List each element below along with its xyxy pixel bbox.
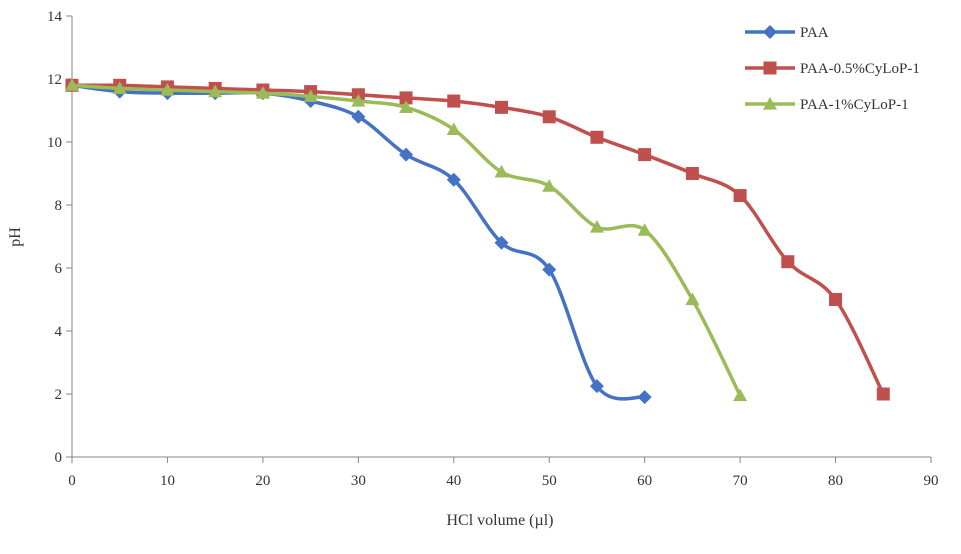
y-tick-label: 4 [55,324,63,340]
data-point [65,78,79,91]
data-point [351,94,366,107]
data-point [637,223,652,236]
y-tick-label: 0 [55,450,63,466]
data-point [733,388,748,402]
x-tick-label: 30 [351,473,366,489]
x-tick-label: 10 [160,473,175,489]
data-point [542,179,557,192]
legend-label: PAA-0.5%CyLoP-1 [800,61,920,77]
series-paa [65,78,652,405]
data-point [351,109,366,124]
legend-entry-paa-0-5-cylop-1: PAA-0.5%CyLoP-1 [745,61,920,77]
series-paa-1-cylop-1 [65,78,748,402]
data-point [685,167,699,180]
legend-marker [763,61,777,75]
axes: 0 2 4 6 8 10 12 14 0 10 20 30 40 50 60 70 80 90 [47,9,939,489]
x-tick-label: 80 [828,473,843,489]
legend-label: PAA-1%CyLoP-1 [800,97,909,113]
x-tick-label: 60 [637,473,652,489]
data-point [638,148,652,162]
series-line [70,83,886,396]
x-tick-label: 90 [924,473,939,489]
legend-entry-paa-1-cylop-1: PAA-1%CyLoP-1 [745,97,909,113]
y-tick-label: 6 [55,261,63,277]
data-point [112,81,127,95]
data-point [637,390,652,405]
x-tick-label: 70 [733,473,748,489]
data-point [876,387,890,401]
data-point [589,379,604,394]
data-point [542,110,556,124]
data-point [494,235,509,250]
data-point [589,220,604,233]
data-point [495,100,508,114]
series-line [70,83,647,401]
data-point [542,262,557,277]
data-point [255,86,270,99]
y-tick-label: 2 [55,387,63,403]
data-point [590,130,604,144]
data-point [303,89,318,102]
legend-marker [763,25,777,39]
x-tick-label: 0 [68,473,76,489]
data-point [494,164,509,178]
data-point [446,172,461,187]
legend: PAA PAA-0.5%CyLoP-1 PAA-1%CyLoP-1 [745,25,920,113]
legend-label: PAA [800,25,829,41]
series-layer [65,78,890,405]
series-paa-0-5-cylop-1 [65,78,890,401]
y-tick-label: 12 [47,72,62,88]
data-point [781,255,795,269]
x-axis-title: HCl volume (µl) [447,512,554,529]
data-point [399,100,414,113]
legend-entry-paa: PAA [745,25,829,41]
y-axis-title: pH [7,227,24,247]
data-point [208,84,223,98]
x-tick-label: 40 [446,473,461,489]
x-tick-label: 50 [542,473,557,489]
data-point [829,293,843,306]
series-line [70,83,742,398]
y-tick-label: 10 [47,135,62,151]
data-point [399,91,413,105]
data-point [685,292,700,306]
y-tick-label: 14 [47,9,63,25]
x-tick-label: 20 [255,473,270,489]
y-tick-label: 8 [55,198,63,214]
data-point [447,94,461,108]
legend-marker [763,97,777,110]
data-point [733,189,747,203]
data-point [446,122,461,135]
data-point [399,147,414,162]
data-point [160,83,175,96]
